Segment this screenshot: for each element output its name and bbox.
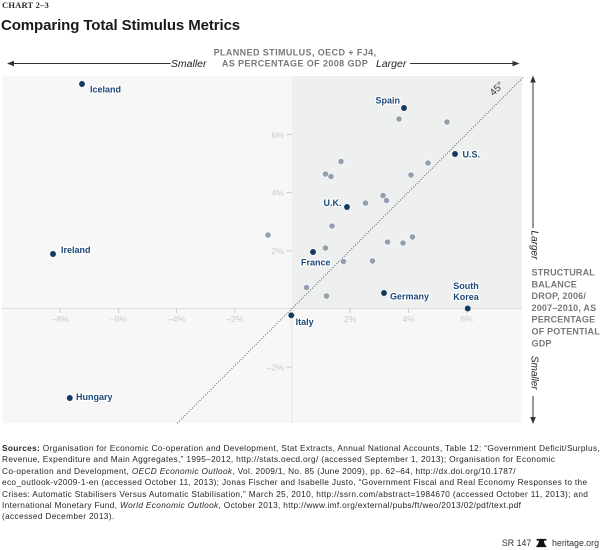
svg-text:2%: 2% <box>271 246 284 256</box>
svg-text:France: France <box>301 257 331 267</box>
svg-text:Smaller: Smaller <box>171 58 207 70</box>
svg-text:Ireland: Ireland <box>61 245 91 255</box>
svg-text:Larger: Larger <box>376 58 407 70</box>
svg-text:–2%: –2% <box>267 363 285 373</box>
svg-text:South: South <box>453 281 479 291</box>
svg-text:PLANNED STIMULUS, OECD + FJ4,: PLANNED STIMULUS, OECD + FJ4, <box>214 48 377 58</box>
svg-text:GDP: GDP <box>532 338 552 348</box>
svg-text:Spain: Spain <box>375 96 400 106</box>
svg-text:2%: 2% <box>344 314 357 324</box>
svg-text:2007–2010, AS: 2007–2010, AS <box>532 303 597 313</box>
svg-text:U.K.: U.K. <box>324 198 342 208</box>
svg-text:4%: 4% <box>271 188 284 198</box>
svg-text:–2%: –2% <box>226 314 244 324</box>
svg-text:–6%: –6% <box>110 314 128 324</box>
svg-text:PERCENTAGE: PERCENTAGE <box>532 315 596 325</box>
svg-text:Italy: Italy <box>296 317 314 327</box>
svg-text:Hungary: Hungary <box>76 392 113 402</box>
svg-text:Smaller: Smaller <box>528 356 539 391</box>
svg-text:6%: 6% <box>271 130 284 140</box>
svg-text:AS PERCENTAGE OF 2008 GDP: AS PERCENTAGE OF 2008 GDP <box>222 59 368 69</box>
svg-text:Iceland: Iceland <box>90 85 121 95</box>
svg-text:–8%: –8% <box>52 314 70 324</box>
svg-text:BALANCE: BALANCE <box>532 279 577 289</box>
svg-text:Larger: Larger <box>528 231 539 261</box>
svg-text:U.S.: U.S. <box>463 150 481 160</box>
svg-text:6%: 6% <box>460 314 473 324</box>
svg-text:4%: 4% <box>402 314 415 324</box>
svg-text:–4%: –4% <box>168 314 186 324</box>
svg-text:Germany: Germany <box>390 292 429 302</box>
svg-text:DROP, 2006/: DROP, 2006/ <box>532 291 587 301</box>
svg-text:OF POTENTIAL: OF POTENTIAL <box>532 327 600 337</box>
svg-text:Korea: Korea <box>453 292 480 302</box>
svg-text:STRUCTURAL: STRUCTURAL <box>532 268 596 278</box>
